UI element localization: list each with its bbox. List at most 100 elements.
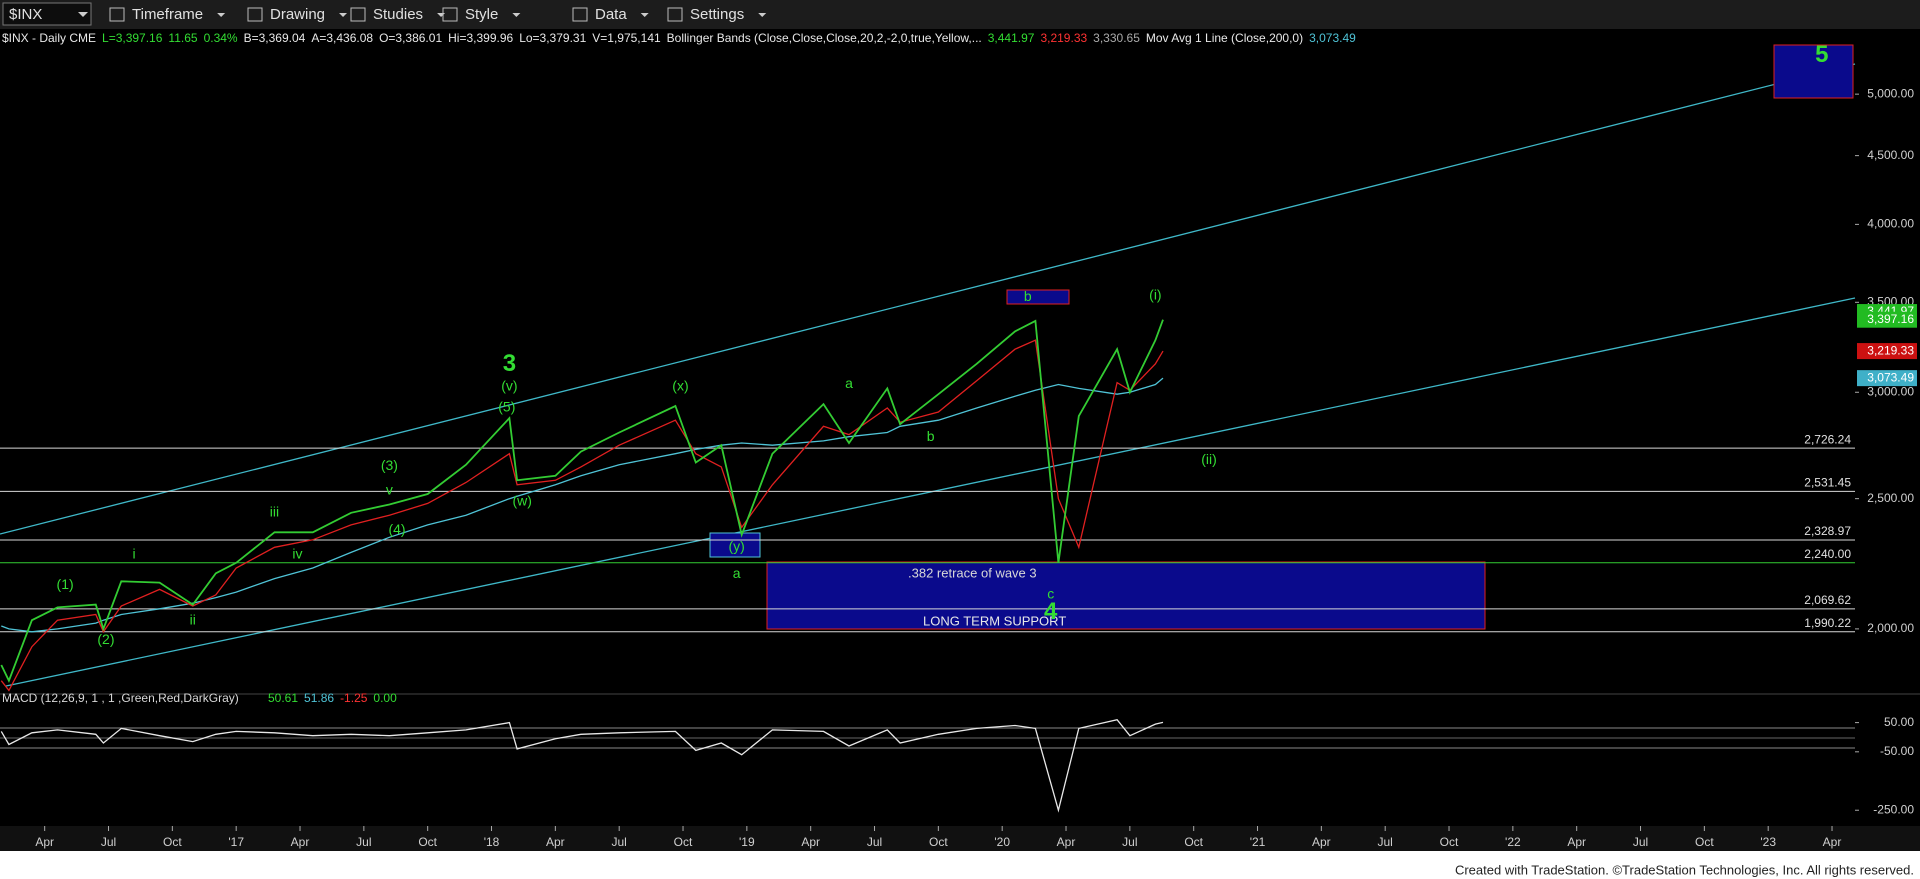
wave-label: 4 [1044, 598, 1058, 625]
wave-label: (5) [498, 398, 515, 414]
header-item: 51.86 [304, 691, 334, 705]
menu-icon [247, 7, 263, 22]
header-item: 50.61 [268, 691, 298, 705]
wave-label: (4) [388, 521, 405, 537]
menu-item[interactable]: Timeframe [132, 6, 203, 23]
wave-label: (3) [381, 457, 398, 473]
wave-label: (v) [501, 378, 517, 394]
wave-label: (i) [1149, 286, 1161, 302]
macd-readings: 50.61 51.86 -1.25 0.00 [268, 691, 397, 705]
level-label: 2,069.62 [1804, 593, 1851, 607]
header-item: $INX - Daily CME [2, 31, 96, 45]
x-tick-label: '18 [484, 835, 500, 849]
symbol-box[interactable] [2, 2, 92, 26]
header-item: 3,219.33 [1040, 31, 1087, 45]
header: $INX - Daily CME L=3,397.16 11.65 0.34% B=3,… [2, 31, 1356, 45]
x-tick-label: Apr [546, 835, 565, 849]
x-tick-label: '20 [994, 835, 1010, 849]
x-tick-label: Jul [612, 835, 627, 849]
wave-label: a [733, 565, 741, 581]
x-tick-label: '23 [1760, 835, 1776, 849]
header-item: V=1,975,141 [592, 31, 661, 45]
series-line [0, 319, 1164, 683]
wave-label: i [132, 545, 135, 561]
footer: Created with TradeStation. ©TradeStation… [1455, 862, 1914, 877]
wave-label: iii [270, 504, 279, 520]
wave-label: (1) [57, 576, 74, 592]
x-tick-label: Jul [1633, 835, 1648, 849]
wave-label: 5 [1815, 41, 1828, 68]
level-label: 2,240.00 [1804, 547, 1851, 561]
header-item: L=3,397.16 [102, 31, 163, 45]
x-tick-label: '19 [739, 835, 755, 849]
x-tick-label: Oct [418, 835, 437, 849]
y-tick-label: 4,500.00 [1867, 148, 1914, 162]
y-tick-label: -50.00 [1880, 744, 1914, 758]
price-badge [1857, 311, 1917, 328]
wave-label: (w) [512, 493, 531, 509]
menu-icon [667, 7, 683, 22]
menu-icon [109, 7, 125, 22]
x-tick-label: Apr [1567, 835, 1586, 849]
header-item: B=3,369.04 [244, 31, 306, 45]
time-axis [0, 826, 1920, 851]
zone-label: .382 retrace of wave 3 [908, 565, 1037, 580]
dropdown-arrow [217, 13, 226, 17]
dropdown-arrow [512, 13, 521, 17]
menu-icon [572, 7, 588, 22]
header-item: 0.34% [204, 31, 238, 45]
wave-label: ii [190, 611, 196, 627]
menu-item[interactable]: Drawing [270, 6, 325, 23]
wave-label: b [927, 428, 935, 444]
wave-label: (y) [728, 538, 744, 554]
price-badge [1857, 370, 1917, 387]
header-item: 3,441.97 [988, 31, 1035, 45]
footer-bar [0, 851, 1920, 879]
dropdown-arrow [758, 13, 767, 17]
header-item: Mov Avg 1 Line (Close,200,0) [1146, 31, 1303, 45]
header-item: A=3,436.08 [311, 31, 373, 45]
x-tick-label: Jul [1122, 835, 1137, 849]
price-badge-label: 3,397.16 [1867, 312, 1914, 326]
b-box [1006, 289, 1070, 305]
x-tick-label: Jul [101, 835, 116, 849]
dropdown-arrow [339, 13, 348, 17]
x-tick-label: Oct [163, 835, 182, 849]
target-box [1773, 44, 1854, 99]
macd-line [0, 718, 1164, 813]
wave-label: (ii) [1201, 451, 1217, 467]
price-badge [1857, 343, 1917, 360]
header-item: 3,330.65 [1093, 31, 1140, 45]
y-tick-label: 50.00 [1884, 715, 1914, 729]
y-tick-label: 2,500.00 [1867, 491, 1914, 505]
series-line [1, 377, 1164, 633]
dropdown-arrow [78, 12, 88, 17]
menu-item[interactable]: Studies [373, 6, 423, 23]
x-tick-label: Apr [1057, 835, 1076, 849]
menu-item[interactable]: Settings [690, 6, 744, 23]
x-tick-label: Apr [801, 835, 820, 849]
y-tick-label: 4,000.00 [1867, 217, 1914, 231]
wave-label: 3 [503, 350, 516, 377]
price-badge-label: 3,073.49 [1867, 370, 1914, 384]
x-tick-label: Oct [1695, 835, 1714, 849]
symbol[interactable]: $INX [9, 6, 42, 23]
wave-label: v [386, 481, 393, 497]
x-tick-label: Oct [929, 835, 948, 849]
level-label: 2,328.97 [1804, 524, 1851, 538]
level-label: 1,990.22 [1804, 616, 1851, 630]
y-tick-label: 2,000.00 [1867, 621, 1914, 635]
x-tick-label: Apr [1823, 835, 1842, 849]
wave-label: (2) [97, 631, 114, 647]
wave-label: (x) [672, 378, 688, 394]
header-item: -1.25 [340, 691, 368, 705]
price-badge-label: 3,219.33 [1867, 343, 1914, 357]
menu-item[interactable]: Style [465, 6, 498, 23]
menu-icon [442, 7, 458, 22]
y-tick-label: 5,000.00 [1867, 86, 1914, 100]
level-label: 2,726.24 [1804, 432, 1851, 446]
wave-label: iv [292, 545, 302, 561]
menu-item[interactable]: Data [595, 6, 627, 23]
header-item: 3,073.49 [1309, 31, 1356, 45]
